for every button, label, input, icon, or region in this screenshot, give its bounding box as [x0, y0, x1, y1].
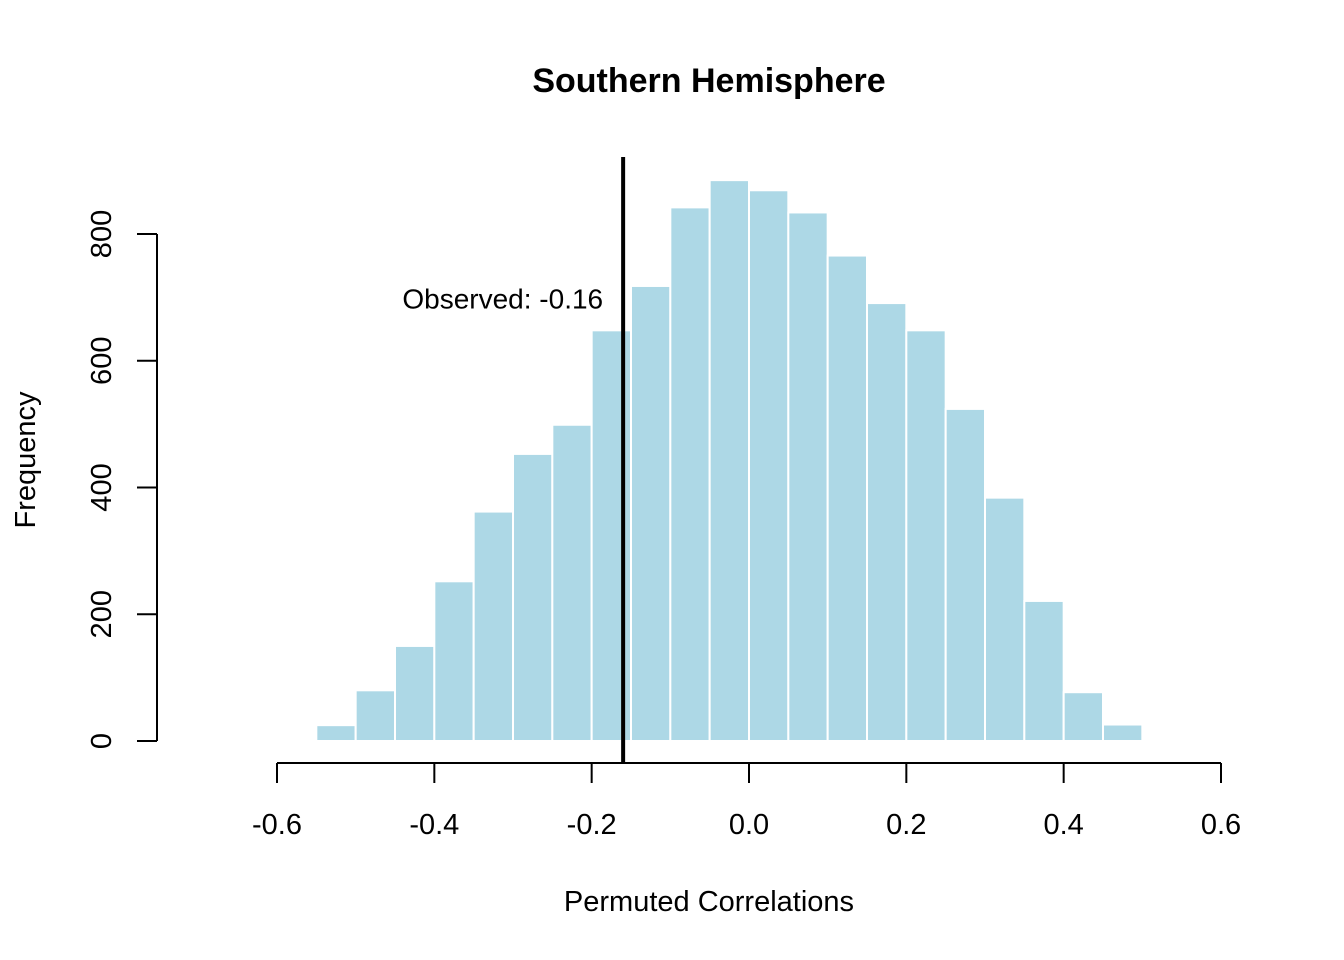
x-tick-label: -0.4 [409, 809, 459, 841]
histogram-bar [315, 724, 357, 742]
histogram-bar [354, 689, 396, 742]
y-tick-label: 600 [86, 337, 118, 385]
x-tick-label: 0.4 [1044, 809, 1084, 841]
histogram-bar [787, 211, 829, 742]
x-tick-label: -0.2 [567, 809, 617, 841]
histogram-bar [394, 644, 436, 742]
x-axis: -0.6 -0.4 -0.2 0.0 0.2 0.4 0.6 [252, 762, 1241, 841]
histogram-bar [984, 496, 1026, 743]
histogram-bar [826, 254, 869, 743]
histogram-bar [276, 738, 318, 742]
y-tick-label: 800 [86, 210, 118, 258]
x-tick-label: 0.6 [1201, 809, 1241, 841]
histogram-bar [669, 206, 711, 742]
y-tick-label: 400 [86, 463, 118, 511]
y-axis: 0 200 400 600 800 [86, 210, 158, 749]
x-tick-label: -0.6 [252, 809, 302, 841]
observed-value-label: Observed: -0.16 [402, 283, 603, 314]
y-tick-label: 200 [86, 590, 118, 638]
x-axis-title: Permuted Correlations [564, 886, 854, 918]
histogram-bar [512, 452, 554, 742]
chart-title: Southern Hemisphere [532, 62, 885, 100]
histogram-bar [708, 179, 751, 743]
histogram-bar [748, 189, 790, 743]
histogram-bars [276, 179, 1144, 743]
histogram-bar [630, 284, 672, 742]
histogram-bar [472, 510, 514, 742]
histogram-bar [866, 302, 908, 742]
y-tick-label: 0 [86, 733, 118, 749]
histogram-bar [433, 580, 475, 742]
histogram-bar [1102, 723, 1144, 743]
histogram-bar [944, 407, 987, 742]
y-axis-title: Frequency [10, 391, 42, 529]
histogram-bar [1062, 691, 1104, 742]
x-tick-label: 0.2 [886, 809, 926, 841]
histogram-bar [905, 329, 947, 742]
x-tick-label: 0.0 [729, 809, 769, 841]
histogram-bar [1023, 599, 1065, 742]
histogram-bar [551, 423, 593, 742]
